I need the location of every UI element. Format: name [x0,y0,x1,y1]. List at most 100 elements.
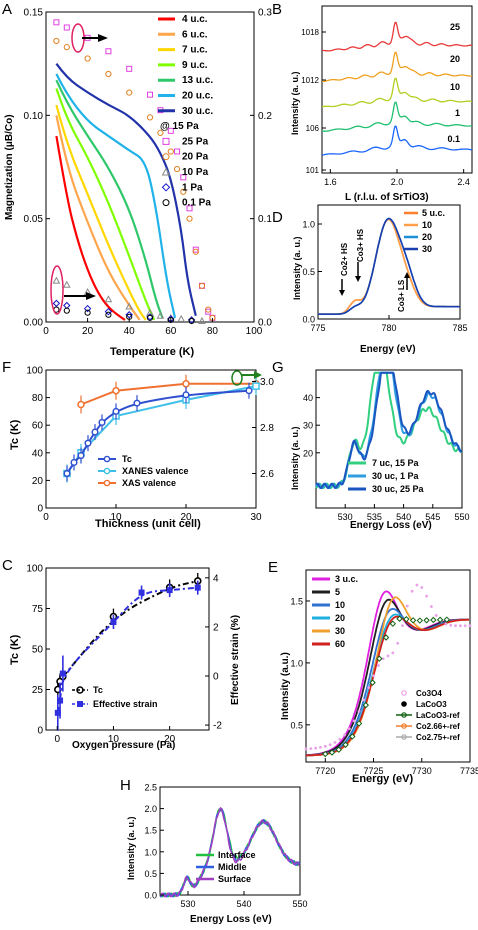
panel-a-marker-point [177,314,186,322]
panel-g-legend-label: 30 uc, 1 Pa [372,471,420,481]
panel-c-strain-line [56,586,198,713]
panel-c-strain-point [59,670,66,677]
panel-a-xtick-label: 40 [124,326,136,337]
panel-f-ytick-label: 20 [32,476,44,487]
panel-e-xlabel: Energy (eV) [352,773,413,785]
panel-f-point [98,418,106,426]
panel-e-ref-point [376,664,380,667]
panel-a-marker-point [188,317,195,325]
panel-g-xtick-label: 545 [425,512,440,522]
panel-e-xtick-label: 7720 [315,766,335,776]
panel-f-xtick-label: 10 [110,512,122,523]
panel-a-marker-point [192,248,199,255]
panel-d-arrowhead-co3ls [404,272,410,278]
panel-e-ref-point [444,622,448,626]
panel-c-strain-point [166,587,173,594]
panel-f-y2tick-label: 2.8 [260,423,274,434]
panel-c-legend-label: Tc [93,685,103,695]
panel-f-highlight-ellipse [231,370,243,386]
panel-e-legend-label: Co2.66+-ref [416,722,460,731]
panel-e-ref-point [468,624,472,628]
panel-h-xtick-label: 550 [292,899,307,909]
panel-f-xlabel: Thickness (unit cell) [95,518,201,530]
panel-f-legend-marker [103,479,111,487]
panel-e-ref-point [349,733,356,740]
panel-e-ref-point [391,651,395,655]
panel-e-ref-point [443,616,451,623]
panel-f-point [245,387,253,395]
panel-g: G 530 535 540 545 550 20 30 40 Intensity (a. u.… [272,359,470,531]
panel-h-ytick-label: 2.5 [144,783,157,793]
panel-h-xtick-label: 540 [236,899,251,909]
panel-c-ylabel: Tc (K) [9,634,21,665]
panel-a-ytick-label: 0.05 [24,214,44,225]
panel-f-ytick-label: 60 [32,421,44,432]
panel-c-y2tick-label: 0 [213,672,219,683]
panel-h-legend-label: Surface [218,874,251,884]
panel-f-ytick-label: 40 [32,448,44,459]
panel-f-legend-marker [103,455,111,463]
panel-c-tc-line [56,580,199,690]
panel-f-ylabel: Tc (K) [9,419,21,450]
panel-e-legend-marker [401,701,407,707]
panel-g-xtick-label: 535 [367,512,382,522]
panel-a-marker-point [63,24,70,31]
panel-d-ytick-label: 0.0 [302,315,315,325]
panel-e-ref-point [333,741,337,744]
panel-e-ref-point [372,674,375,678]
panel-e-ref-point [376,655,383,662]
panel-a-marker-point [205,306,212,313]
panel-b-curve-label: 1 [455,108,460,118]
panel-e-ref-point [410,589,414,593]
panel-h-ytick-label: 1.0 [144,847,157,857]
panel-h-ytick-label: 1.5 [144,826,157,836]
panel-a-legend-label: 30 u.c. [182,106,213,117]
panel-d-xtick-label: 775 [310,323,325,333]
panel-d-legend-label: 5 u.c. [422,208,445,218]
panel-e-frame [305,569,471,763]
panel-c-y2tick-label: -2 [213,721,222,732]
panel-c-legend-label: Effective strain [93,699,158,709]
panel-a-series-line [55,88,156,321]
panel-e-ref-point [423,617,430,624]
panel-a-marker-point [146,314,154,321]
panel-e-ref-point [335,746,343,753]
panel-a-marker-point [84,55,91,62]
panel-d-xlabel: Energy (eV) [360,344,416,355]
panel-e-ref-point [416,617,424,624]
panel-g-ytick-label: 20 [303,448,313,458]
panel-a-letter: A [2,1,12,18]
panel-c-y2label: Effective strain (%) [230,615,241,705]
panel-a-xtick-label: 100 [246,326,263,337]
panel-a-y2tick-label: 0.0 [258,318,272,329]
panel-e-legend-label: 3 u.c. [335,574,358,584]
panel-e-xtick-label: 7730 [412,766,432,776]
panel-d-legend-label: 30 [422,244,432,254]
panel-e-ref-point [425,594,428,598]
panel-e-legend-label: 10 [335,600,345,610]
panel-d-annotation-co3hs: Co3+ HS [356,228,365,262]
panel-e-spectrum-line [305,598,469,757]
panel-e-ref-point [357,709,361,713]
panel-a-series-line [55,115,141,321]
panel-f-ytick-label: 80 [32,393,44,404]
panel-e-legend-label: 60 [335,639,345,649]
panel-e-ref-point [342,741,349,748]
panel-a-marker-point [186,205,193,212]
panel-a-marker-point [192,246,199,253]
panel-h-ylabel: Intensity (a. u.) [126,816,136,880]
panel-a-marker-point [157,129,164,136]
panel-g-xtick-label: 550 [454,512,469,522]
panel-a-marker-point [63,44,70,51]
panel-a-legend-label: 6 u.c. [182,29,208,40]
panel-f-letter: F [2,359,11,376]
panel-e-ref-point [420,586,424,589]
panel-a-marker-point [205,308,212,315]
panel-f-ytick-label: 100 [26,366,43,377]
panel-a-series-line [55,73,177,319]
panel-a-marker-point [105,48,112,55]
panel-e-legend-label: LaCoO3-ref [416,711,460,720]
panel-f-legend-label: XANES valence [122,466,189,476]
panel-c: C 0 10 20 0 25 50 75 100 -2 0 2 4 Tc (K) Effective … [2,557,241,751]
